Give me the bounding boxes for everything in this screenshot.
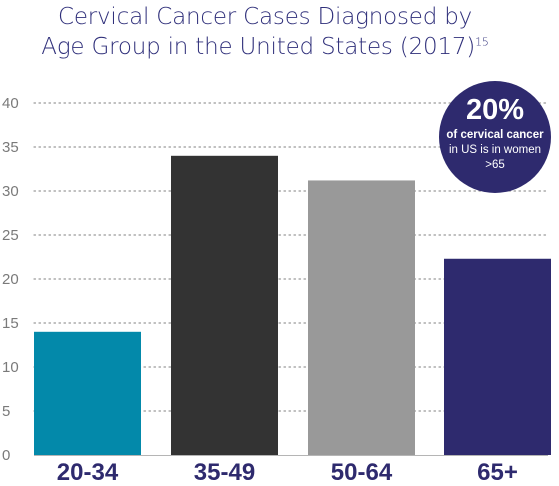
y-tick-label: 15 [2,315,19,332]
y-tick-label: 35 [2,139,19,156]
title-line-2: Age Group in the United States (2017) [41,34,476,60]
y-tick-label: 0 [2,447,10,464]
y-axis-ticks: 0 5 10 15 20 25 30 35 40 [2,95,19,464]
x-tick-label: 50-64 [331,459,393,486]
x-tick-label: 65+ [477,459,518,486]
y-tick-label: 20 [2,271,19,288]
callout-percent: 20% [465,94,525,126]
callout-line-2: in US is in women [448,144,542,156]
bar-50-64 [308,180,415,455]
bars [34,155,551,456]
y-tick-label: 10 [2,359,19,376]
statistic-callout-circle: 20% of cervical cancer in US is in women… [439,81,551,193]
y-tick-label: 25 [2,227,19,244]
y-tick-label: 40 [2,95,19,112]
bar-20-34 [34,331,141,455]
bar-65+ [444,258,551,455]
x-tick-label: 35-49 [194,459,255,486]
callout-line-3: >65 [485,159,505,171]
x-tick-label: 20-34 [57,459,119,486]
y-tick-label: 30 [2,183,19,200]
x-axis-labels: 20-34 35-49 50-64 65+ [57,459,518,486]
chart-title: Cervical Cancer Cases Diagnosed by Age G… [0,2,530,62]
y-tick-label: 5 [2,403,10,420]
title-reference: 15 [475,35,489,49]
callout-line-1: of cervical cancer [446,129,544,141]
bar-35-49 [171,155,278,456]
title-line-1: Cervical Cancer Cases Diagnosed by [57,4,473,30]
